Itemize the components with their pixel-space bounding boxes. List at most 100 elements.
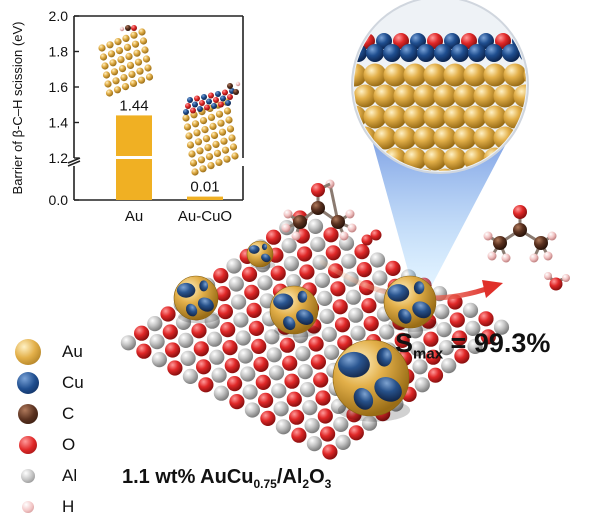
aluminum-atom: [369, 252, 386, 268]
oxygen-atom: [255, 374, 271, 390]
inset-cuo-atom: [199, 100, 205, 106]
oxygen-atom: [334, 317, 351, 333]
aluminum-atom: [304, 418, 320, 434]
oxygen-atom: [227, 376, 243, 392]
hydrogen-atom: [347, 223, 357, 233]
oxygen-atom: [315, 390, 331, 406]
aluminum-atom: [493, 319, 510, 335]
oxygen-atom: [246, 302, 262, 318]
zoom-gold-atom: [423, 63, 447, 87]
inset-gold-atom: [107, 50, 116, 58]
zoom-gold-atom: [473, 84, 497, 108]
oxygen-atom: [291, 427, 307, 443]
aluminum-atom: [273, 401, 289, 417]
oxygen-atom: [385, 260, 401, 276]
inset-gold-atom: [191, 120, 200, 128]
zoom-copper-atom: [400, 44, 418, 62]
zoom-gold-atom: [354, 168, 377, 171]
aluminum-atom: [307, 218, 324, 234]
hydrogen-atom: [281, 223, 291, 233]
inset-gold-atom: [215, 110, 224, 118]
oxygen-atom: [289, 409, 305, 425]
inset-gold-atom: [109, 59, 117, 67]
aluminum-atom: [441, 358, 457, 374]
inset-gold-atom: [189, 159, 198, 167]
aucu-particle: [269, 285, 320, 338]
inset-cuo-atom: [185, 103, 191, 109]
inset-gold-atom: [128, 70, 136, 78]
inset-gold-atom: [220, 137, 228, 145]
inset-gold-atom: [199, 165, 207, 173]
x-tick-label: Au-CuO: [178, 208, 232, 225]
bar-structure-insets: [98, 25, 241, 176]
oxygen-atom: [354, 244, 370, 260]
reaction-molecules: [281, 179, 570, 291]
aluminum-atom: [462, 302, 479, 318]
aluminum-atom: [297, 364, 313, 380]
inset-cuo-atom: [218, 101, 224, 108]
inset-cuo-atom: [194, 95, 200, 102]
aluminum-atom: [310, 236, 326, 252]
zoom-copper-atom: [502, 44, 520, 62]
bars: 1.44 Au 0.01 Au-CuO: [115, 97, 232, 225]
inset-gold-atom: [209, 122, 217, 130]
gray-sphere-icon: [21, 469, 35, 483]
aluminum-atom: [244, 402, 260, 418]
zoom-gold-atom: [443, 105, 467, 129]
inset-cuo-atom: [215, 91, 221, 97]
oxygen-atom: [308, 336, 324, 352]
barrier-bar-chart: 0.0 1.2 1.4 1.6 1.8 2.0 1.44 Au 0.01 Au-CuO Barr…: [0, 0, 250, 225]
aluminum-atom: [438, 340, 454, 356]
inset-gold-atom: [231, 152, 239, 160]
zoom-gold-atom: [354, 147, 367, 171]
blue-sphere-icon: [17, 372, 39, 394]
oxygen-atom: [270, 265, 286, 281]
inset-gold-atom: [201, 126, 209, 134]
oxygen-atom: [198, 377, 214, 393]
oxygen-atom: [160, 306, 176, 322]
aluminum-atom: [204, 313, 220, 329]
inset-cuo-atom: [187, 97, 193, 103]
oxygen-atom: [513, 205, 527, 219]
oxygen-atom: [425, 349, 441, 365]
inset-gold-atom: [134, 58, 143, 66]
oxygen-atom: [220, 322, 236, 338]
zoom-gold-atom: [413, 84, 437, 108]
oxygen-atom: [167, 360, 183, 376]
inset-gold-atom: [221, 146, 230, 154]
inset-cuo-atom: [222, 89, 228, 96]
inset-gold-atom: [229, 143, 238, 151]
inset-gold-atom: [215, 158, 223, 166]
pink-sphere-icon: [22, 501, 34, 513]
hydrogen-atom: [483, 231, 493, 241]
zoom-gold-atom: [443, 63, 467, 87]
inset-gold-atom: [99, 53, 108, 61]
oxygen-atom: [229, 394, 245, 410]
aluminum-atom: [281, 238, 297, 254]
bar-au-cuo: [187, 196, 223, 200]
oxygen-atom: [279, 337, 295, 353]
inset-cuo-atom: [211, 103, 217, 109]
zoom-copper-atom: [451, 44, 469, 62]
inset-gold-atom: [120, 74, 128, 82]
inset-gold-atom: [139, 37, 148, 45]
inset-gold-atom: [204, 144, 212, 152]
hydrogen-atom: [529, 253, 539, 263]
zoom-gold-atom: [373, 84, 397, 108]
aluminum-atom: [147, 316, 163, 332]
aluminum-atom: [465, 320, 481, 336]
inset-gold-atom: [101, 62, 109, 70]
oxygen-atom: [282, 355, 298, 371]
oxygen-atom: [284, 373, 300, 389]
aluminum-atom: [257, 275, 273, 291]
oxygen-atom: [330, 281, 346, 297]
inset-cuo-atom: [225, 100, 231, 106]
inset-gold-atom: [207, 113, 216, 121]
aluminum-atom: [175, 314, 192, 330]
aluminum-atom: [242, 384, 258, 400]
legend-label-cu: Cu: [62, 373, 84, 392]
inset-cuo-atom: [190, 107, 196, 114]
carbon-atom: [293, 215, 307, 229]
zoomed-particle-view: [351, 0, 529, 174]
aluminum-atom: [319, 308, 335, 324]
